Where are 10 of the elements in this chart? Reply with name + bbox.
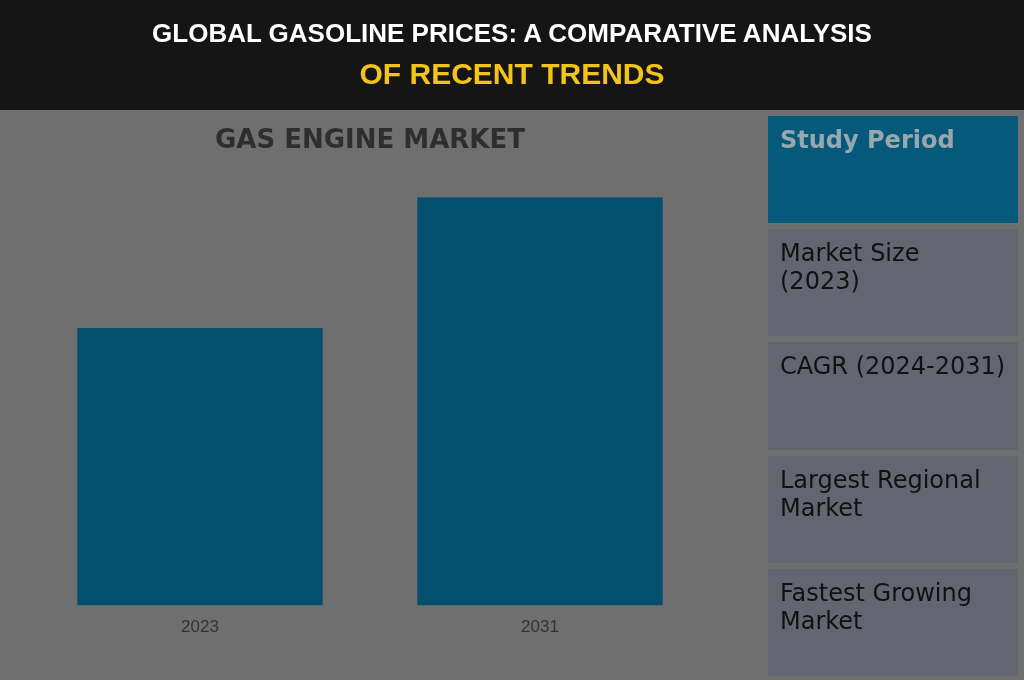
text: GLOBAL GASOLINE PRICES: A COMPARATIVE ANALYSIS (151, 17, 873, 49)
chart-title: GAS ENGINE MARKET (214, 124, 526, 155)
text: Fastest Growing Market (768, 568, 1018, 677)
text: Market Size (2023) (768, 229, 1018, 337)
text: OF RECENT TRENDS (358, 57, 666, 91)
x-tick-label: 2023 (181, 617, 219, 637)
x-tick-label: 2031 (521, 617, 559, 637)
text: Study Period (768, 116, 1018, 224)
text: Largest Regional Market (768, 455, 1018, 563)
text: CAGR (2024-2031) (768, 342, 1018, 450)
